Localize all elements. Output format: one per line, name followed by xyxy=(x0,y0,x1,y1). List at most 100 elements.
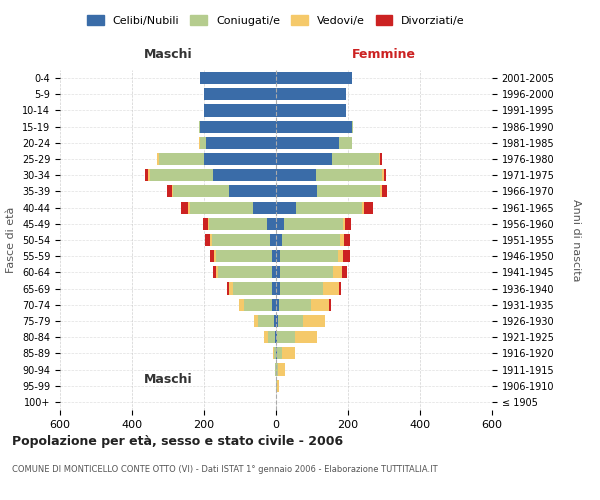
Bar xyxy=(276,298,279,311)
Bar xyxy=(265,331,268,343)
Bar xyxy=(282,348,295,360)
Bar xyxy=(167,186,172,198)
Bar xyxy=(344,234,350,246)
Bar xyxy=(188,202,190,213)
Bar xyxy=(276,202,296,213)
Text: Maschi: Maschi xyxy=(143,48,193,61)
Bar xyxy=(279,298,311,311)
Bar xyxy=(276,104,346,117)
Bar xyxy=(229,186,276,198)
Bar xyxy=(382,186,386,198)
Bar xyxy=(379,153,380,165)
Bar xyxy=(172,186,173,198)
Bar xyxy=(258,315,274,327)
Bar xyxy=(274,315,276,327)
Bar xyxy=(277,331,295,343)
Bar xyxy=(229,282,233,294)
Bar xyxy=(199,137,200,149)
Bar xyxy=(239,298,244,311)
Bar xyxy=(276,348,277,360)
Bar xyxy=(303,315,325,327)
Bar xyxy=(148,169,150,181)
Bar xyxy=(311,298,329,311)
Y-axis label: Fasce di età: Fasce di età xyxy=(7,207,16,273)
Bar xyxy=(272,282,276,294)
Bar xyxy=(276,380,277,392)
Bar xyxy=(340,234,344,246)
Bar xyxy=(332,153,379,165)
Bar xyxy=(244,298,272,311)
Bar xyxy=(276,282,280,294)
Bar xyxy=(218,266,272,278)
Bar xyxy=(275,364,276,376)
Bar xyxy=(173,186,229,198)
Bar xyxy=(216,250,272,262)
Bar xyxy=(253,202,276,213)
Bar xyxy=(200,137,206,149)
Text: COMUNE DI MONTICELLO CONTE OTTO (VI) - Dati ISTAT 1° gennaio 2006 - Elaborazione: COMUNE DI MONTICELLO CONTE OTTO (VI) - D… xyxy=(12,465,437,474)
Bar xyxy=(280,282,323,294)
Bar xyxy=(210,234,212,246)
Bar xyxy=(181,202,188,213)
Bar xyxy=(276,331,277,343)
Bar xyxy=(203,218,208,230)
Bar xyxy=(276,72,352,84)
Bar xyxy=(276,88,346,101)
Bar xyxy=(275,331,276,343)
Bar xyxy=(200,72,276,84)
Bar xyxy=(199,120,200,132)
Bar xyxy=(208,218,209,230)
Bar xyxy=(384,169,386,181)
Bar xyxy=(213,266,216,278)
Bar xyxy=(343,218,345,230)
Bar xyxy=(204,104,276,117)
Bar xyxy=(210,250,214,262)
Bar xyxy=(212,234,269,246)
Bar xyxy=(233,282,272,294)
Bar xyxy=(316,169,382,181)
Bar xyxy=(276,169,316,181)
Bar xyxy=(382,169,384,181)
Bar xyxy=(276,120,352,132)
Bar xyxy=(364,202,373,213)
Bar xyxy=(332,266,341,278)
Bar xyxy=(341,266,347,278)
Bar xyxy=(283,234,340,246)
Bar xyxy=(214,250,216,262)
Text: Femmine: Femmine xyxy=(352,48,416,61)
Bar xyxy=(296,202,362,213)
Bar xyxy=(295,331,317,343)
Bar xyxy=(272,298,276,311)
Bar xyxy=(268,331,275,343)
Bar xyxy=(276,186,317,198)
Bar xyxy=(339,137,352,149)
Bar xyxy=(280,266,332,278)
Bar xyxy=(157,153,159,165)
Bar xyxy=(277,348,282,360)
Bar xyxy=(284,218,343,230)
Bar xyxy=(345,218,350,230)
Text: Popolazione per età, sesso e stato civile - 2006: Popolazione per età, sesso e stato civil… xyxy=(12,435,343,448)
Bar xyxy=(150,169,213,181)
Legend: Celibi/Nubili, Coniugati/e, Vedovi/e, Divorziati/e: Celibi/Nubili, Coniugati/e, Vedovi/e, Di… xyxy=(83,10,469,30)
Bar xyxy=(277,364,278,376)
Bar xyxy=(278,364,286,376)
Bar xyxy=(272,250,276,262)
Bar xyxy=(317,186,380,198)
Bar xyxy=(352,120,353,132)
Bar xyxy=(269,234,276,246)
Bar xyxy=(277,380,278,392)
Bar xyxy=(159,153,204,165)
Bar xyxy=(227,282,229,294)
Bar xyxy=(380,153,382,165)
Bar xyxy=(278,315,303,327)
Bar xyxy=(145,169,148,181)
Bar xyxy=(276,218,284,230)
Bar xyxy=(276,266,280,278)
Bar xyxy=(323,282,339,294)
Y-axis label: Anni di nascita: Anni di nascita xyxy=(571,198,581,281)
Bar xyxy=(338,250,343,262)
Bar xyxy=(273,348,274,360)
Bar xyxy=(339,282,341,294)
Bar xyxy=(213,169,276,181)
